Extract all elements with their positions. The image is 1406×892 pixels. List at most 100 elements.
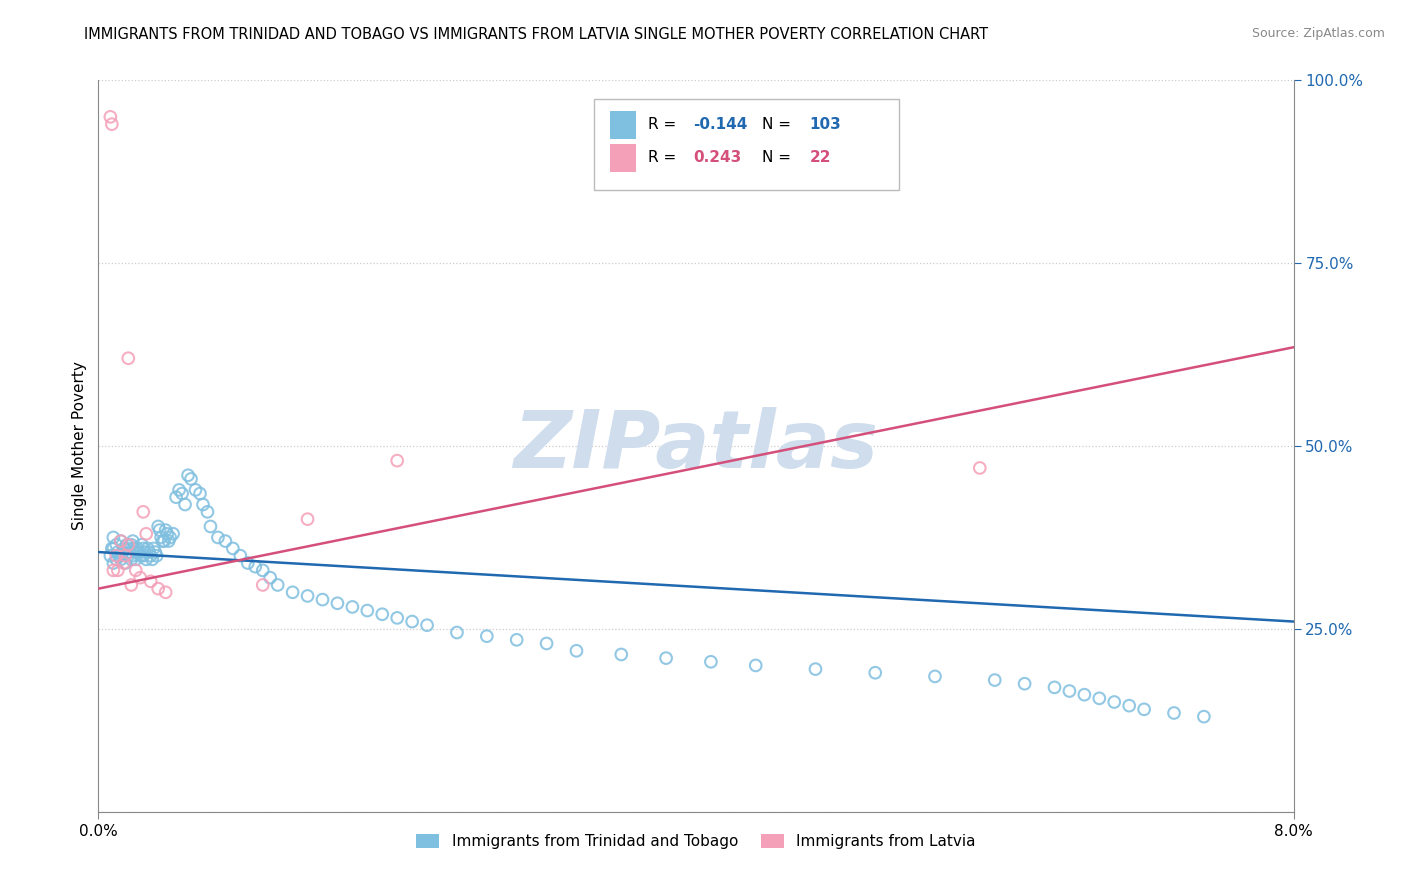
Text: N =: N =: [762, 117, 796, 132]
Point: [155, 585, 177, 599]
Point: [297, 589, 319, 603]
Point: [156, 526, 179, 541]
Point: [252, 578, 274, 592]
Point: [110, 534, 132, 549]
Text: Source: ZipAtlas.com: Source: ZipAtlas.com: [1251, 27, 1385, 40]
Point: [112, 541, 135, 556]
Point: [115, 538, 138, 552]
Point: [120, 578, 142, 592]
Point: [120, 552, 142, 566]
Point: [207, 530, 229, 544]
Point: [148, 519, 170, 533]
Point: [128, 545, 150, 559]
Point: [114, 549, 136, 563]
Point: [236, 556, 259, 570]
Point: [174, 498, 197, 512]
Point: [162, 526, 184, 541]
Point: [1104, 695, 1126, 709]
Point: [152, 534, 174, 549]
Point: [145, 549, 167, 563]
Point: [110, 552, 132, 566]
Point: [401, 615, 423, 629]
Text: R =: R =: [648, 117, 682, 132]
Point: [103, 563, 125, 577]
FancyBboxPatch shape: [595, 99, 900, 190]
Point: [177, 468, 200, 483]
Point: [356, 603, 378, 617]
Point: [700, 655, 723, 669]
Point: [214, 534, 236, 549]
Point: [139, 549, 162, 563]
Point: [1118, 698, 1140, 713]
Point: [188, 486, 211, 500]
Point: [138, 545, 160, 559]
Point: [155, 523, 177, 537]
FancyBboxPatch shape: [610, 111, 637, 139]
Point: [107, 563, 129, 577]
Point: [117, 538, 139, 552]
Point: [107, 545, 129, 559]
Point: [132, 541, 155, 556]
Point: [506, 632, 529, 647]
Text: 0.243: 0.243: [693, 150, 742, 165]
Point: [184, 483, 207, 497]
Point: [1133, 702, 1156, 716]
Point: [124, 541, 146, 556]
Point: [385, 453, 409, 467]
Point: [745, 658, 768, 673]
Text: 22: 22: [810, 150, 831, 165]
Y-axis label: Single Mother Poverty: Single Mother Poverty: [72, 361, 87, 531]
Point: [267, 578, 290, 592]
Point: [655, 651, 678, 665]
Point: [1163, 706, 1185, 720]
Point: [118, 545, 141, 559]
Text: N =: N =: [762, 150, 796, 165]
Point: [125, 545, 148, 559]
Point: [371, 607, 394, 622]
Point: [101, 541, 124, 556]
Point: [159, 530, 181, 544]
Point: [610, 648, 633, 662]
Point: [1192, 709, 1215, 723]
Point: [132, 549, 155, 563]
Point: [131, 538, 153, 552]
Point: [98, 549, 122, 563]
Point: [1059, 684, 1081, 698]
Legend: Immigrants from Trinidad and Tobago, Immigrants from Latvia: Immigrants from Trinidad and Tobago, Imm…: [411, 828, 981, 855]
Point: [342, 599, 364, 614]
Point: [103, 556, 125, 570]
Point: [165, 490, 187, 504]
Point: [1088, 691, 1111, 706]
Point: [191, 498, 214, 512]
Point: [297, 512, 319, 526]
Point: [142, 541, 165, 556]
Point: [112, 556, 135, 570]
Point: [1073, 688, 1095, 702]
Point: [229, 549, 252, 563]
Point: [110, 534, 132, 549]
Point: [129, 549, 152, 563]
Point: [139, 574, 162, 589]
Point: [121, 534, 143, 549]
Point: [125, 552, 148, 566]
Point: [167, 483, 190, 497]
Point: [117, 541, 139, 556]
Point: [103, 541, 125, 556]
Point: [121, 549, 143, 563]
Point: [108, 549, 131, 563]
Point: [804, 662, 827, 676]
Point: [105, 538, 128, 552]
Point: [416, 618, 439, 632]
Point: [1043, 681, 1066, 695]
FancyBboxPatch shape: [610, 144, 637, 171]
Text: -0.144: -0.144: [693, 117, 748, 132]
Point: [924, 669, 946, 683]
Point: [143, 545, 166, 559]
Point: [129, 571, 152, 585]
Point: [125, 563, 148, 577]
Point: [114, 556, 136, 570]
Point: [311, 592, 333, 607]
Point: [969, 461, 991, 475]
Point: [117, 351, 139, 366]
Point: [252, 563, 274, 577]
